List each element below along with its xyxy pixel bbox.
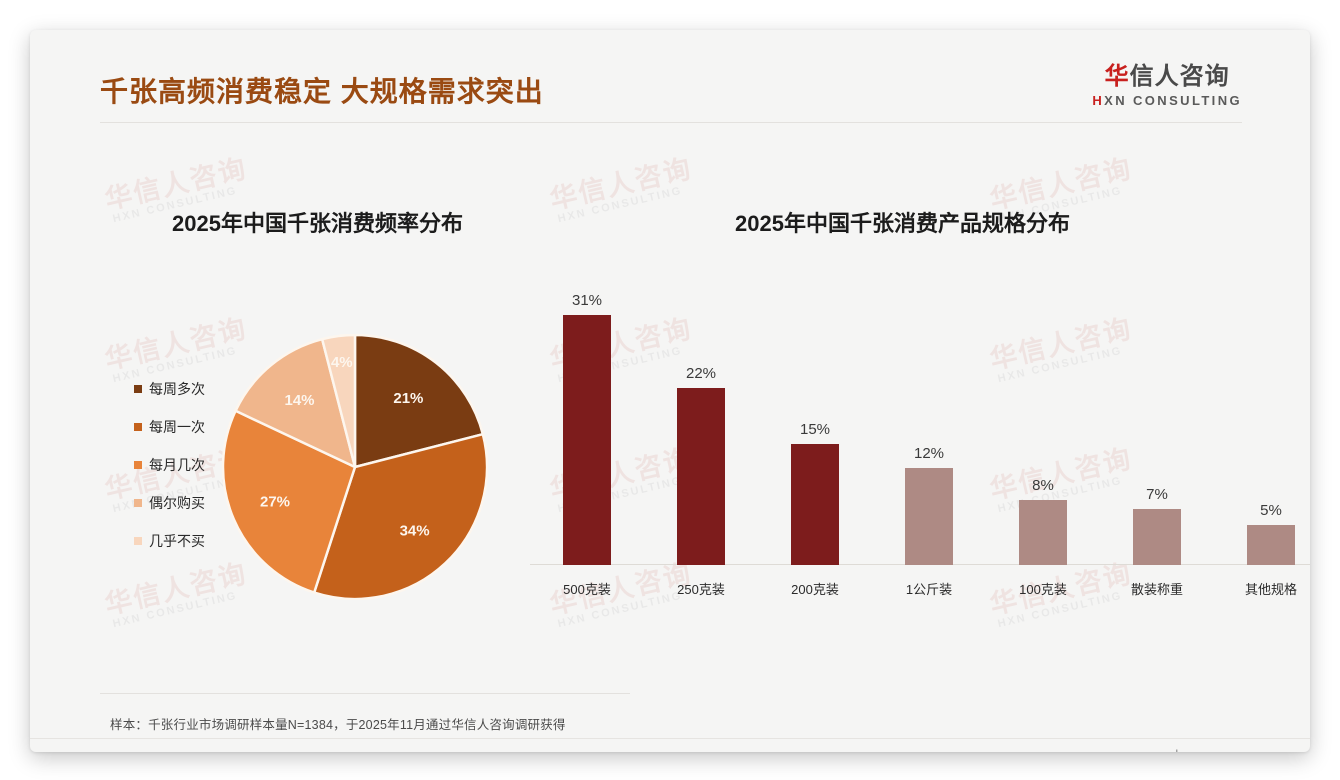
bar-value-label: 7% [1146,486,1168,503]
bar-value-label: 12% [913,445,945,462]
legend-swatch-icon [134,461,142,469]
legend-swatch-icon [134,499,142,507]
company-logo: 华信人咨询 HXN CONSULTING [1092,63,1242,108]
logo-accent-char: 华 [1104,63,1130,90]
source-note: 样本：千张行业市场调研样本量N=1384，于2025年11月通过华信人咨询调研获… [110,718,566,732]
logo-rest-chars: 信人咨询 [1129,63,1230,90]
bar-value-label: 15% [799,421,831,438]
footer-divider [30,738,1310,739]
footer-copyright: ©2026.1 HXR华信人咨询 [100,748,240,752]
pie-slice-value: 27% [260,494,290,511]
pie-slice[interactable] [222,409,357,594]
bar-value-label: 5% [1260,502,1282,519]
pie-chart: 21% 34% 27% 14% 4% [222,334,488,600]
slide-header: 千张高频消费稳定 大规格需求突出 华信人咨询 HXN CONSULTING [30,30,1310,126]
legend-label: 每月几次 [149,457,205,473]
bar-rect[interactable] [791,444,839,565]
pie-slice-value: 21% [393,390,423,407]
pie-slice-value: 34% [400,523,430,540]
bar-category-label: 其他规格 [1244,582,1297,597]
legend-swatch-icon [134,423,142,431]
bar-value-label: 8% [1032,477,1054,494]
legend-item[interactable]: 偶尔购买 [134,484,230,522]
bar-rect[interactable] [1247,525,1295,565]
legend-item[interactable]: 每周多次 [134,370,230,408]
legend-label: 几乎不买 [149,533,205,549]
legend-swatch-icon [134,385,142,393]
bar-value-label: 22% [685,365,717,382]
pie-slice[interactable] [320,334,357,469]
source-divider [100,693,630,694]
bar-value-label: 31% [571,292,603,309]
legend-label: 每周多次 [149,381,205,397]
pie-chart-title: 2025年中国千张消费频率分布 [172,211,463,236]
page-title: 千张高频消费稳定 大规格需求突出 [100,76,544,107]
logo-en-rest: XN CONSULTING [1104,92,1242,108]
bar-category-label: 500克装 [563,582,611,597]
pie-slice-value: 14% [284,392,314,409]
legend-swatch-icon [134,537,142,545]
pie-slice[interactable] [312,432,488,600]
legend-item[interactable]: 每月几次 [134,446,230,484]
legend-label: 每周一次 [149,419,205,435]
bar-rect[interactable] [563,315,611,565]
pie-slice[interactable] [353,334,485,469]
bar-category-label: 200克装 [791,582,839,597]
logo-chinese-text: 华信人咨询 [1092,63,1242,91]
pie-slice-value: 4% [331,354,353,371]
legend-item[interactable]: 每周一次 [134,408,230,446]
bar-rect[interactable] [905,468,953,565]
bar-category-label: 散装称重 [1130,582,1183,597]
bar-rect[interactable] [1133,509,1181,565]
bar-category-label: 100克装 [1019,582,1067,597]
pie-chart-svg: 21% 34% 27% 14% 4% [222,334,488,600]
slide-body: 2025年中国千张消费频率分布 2025年中国千张消费产品规格分布 每周多次 每周… [30,30,1310,752]
bar-chart-title: 2025年中国千张消费产品规格分布 [735,211,1070,236]
logo-english-text: HXN CONSULTING [1092,93,1242,108]
legend-label: 偶尔购买 [149,495,205,511]
bar-category-label: 250克装 [677,582,725,597]
pie-slice[interactable] [234,337,357,469]
footer-website[interactable]: www.hxrcon.com [1146,748,1240,752]
bar-rect[interactable] [677,388,725,565]
legend-item[interactable]: 几乎不买 [134,522,230,560]
bar-category-label: 1公斤装 [905,582,953,597]
header-divider [100,122,1242,123]
pie-legend: 每周多次每周一次每月几次偶尔购买几乎不买 [134,370,230,560]
slide-card: 华信人咨询 HXN CONSULTING 华信人咨询 HXN CONSULTING 华信… [30,30,1310,752]
logo-en-accent: H [1092,92,1105,108]
bar-chart: 31% 500克装 22% 250克装 15% 200克装 12% 1公斤装 8% 100克装 7%… [530,280,1310,600]
bar-rect[interactable] [1019,500,1067,565]
